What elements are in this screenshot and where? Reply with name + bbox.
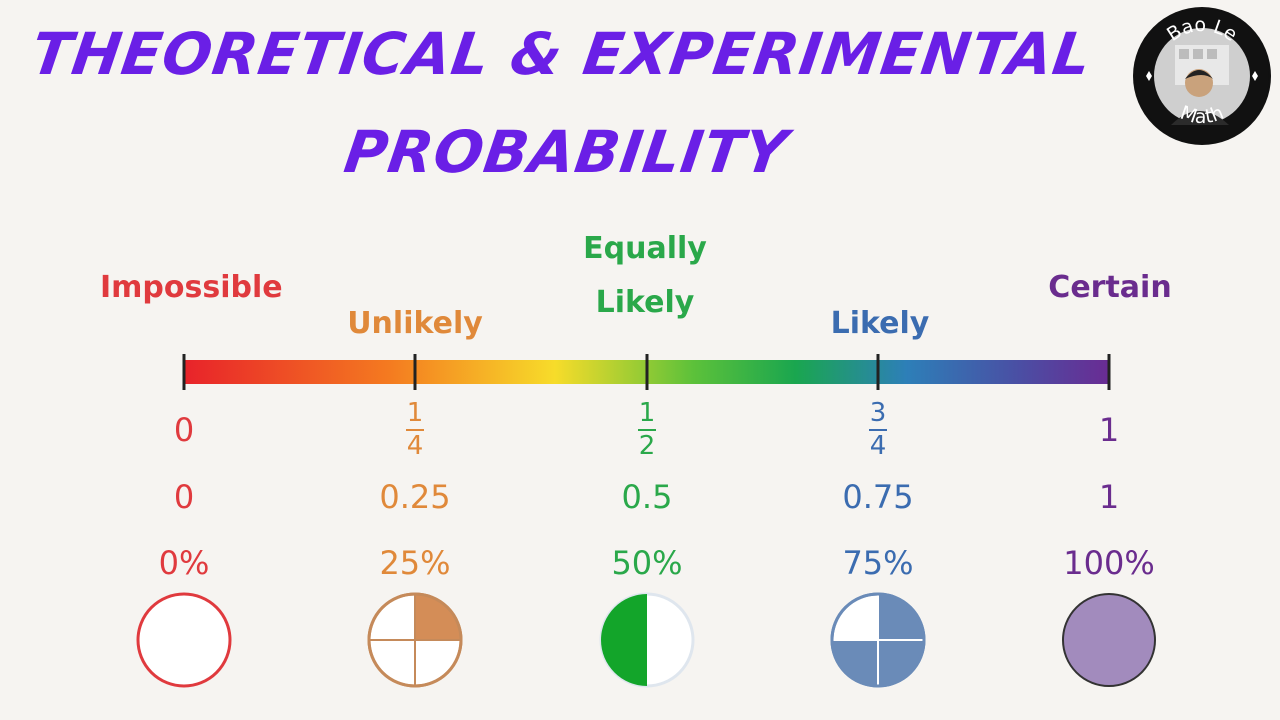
fraction-denominator: 4 bbox=[406, 431, 424, 462]
circle-outline bbox=[136, 592, 232, 688]
decimal-1: 1 bbox=[1098, 478, 1120, 516]
probability-circle-half bbox=[599, 592, 695, 688]
circle-outline bbox=[1062, 593, 1156, 687]
circle-rim bbox=[367, 592, 463, 688]
sparkle-icon bbox=[1146, 71, 1152, 81]
decimal-half: 0.5 bbox=[621, 478, 673, 516]
decimal-three-quarters: 0.75 bbox=[842, 478, 914, 516]
circle-shaded-wedge bbox=[415, 594, 461, 640]
fraction-bar bbox=[869, 429, 887, 432]
fraction-denominator: 4 bbox=[869, 431, 887, 462]
label-impossible: Impossible bbox=[100, 270, 283, 305]
circle-shaded-wedge bbox=[601, 594, 647, 686]
fraction-value: 0 bbox=[173, 411, 195, 449]
probability-circle-1 bbox=[1062, 593, 1156, 687]
label-certain: Certain bbox=[1048, 270, 1172, 305]
label-equally-likely-line1: Equally bbox=[583, 231, 707, 266]
decimal-0: 0 bbox=[173, 478, 195, 516]
fraction-numerator: 1 bbox=[406, 398, 424, 428]
percent-quarter: 25% bbox=[379, 544, 451, 582]
label-equally-likely: Equally Likely bbox=[575, 222, 715, 330]
percent-0: 0% bbox=[158, 544, 210, 582]
circle-rim bbox=[830, 592, 926, 688]
channel-logo-badge: Bao Le Math bbox=[1133, 7, 1271, 145]
fraction-numerator: 3 bbox=[869, 398, 887, 428]
label-unlikely: Unlikely bbox=[347, 306, 483, 341]
fraction-bar bbox=[406, 429, 424, 432]
label-likely: Likely bbox=[830, 306, 930, 341]
badge-bottom-text: Math bbox=[1177, 102, 1226, 129]
decimal-quarter: 0.25 bbox=[379, 478, 451, 516]
label-equally-likely-line2: Likely bbox=[595, 285, 695, 320]
fraction-0: 0 bbox=[114, 411, 254, 449]
probability-circle-three-quarters bbox=[830, 592, 926, 688]
percent-half: 50% bbox=[611, 544, 683, 582]
fraction-bar bbox=[638, 429, 656, 432]
percent-1: 100% bbox=[1063, 544, 1155, 582]
percent-three-quarters: 75% bbox=[842, 544, 914, 582]
sparkle-icon bbox=[1252, 71, 1258, 81]
probability-circle-quarter bbox=[367, 592, 463, 688]
probability-circle-0 bbox=[136, 592, 232, 688]
fraction-numerator: 1 bbox=[638, 398, 656, 428]
fraction-value: 1 bbox=[1098, 411, 1120, 449]
fraction-denominator: 2 bbox=[638, 431, 656, 462]
fraction-1: 1 bbox=[1039, 411, 1179, 449]
